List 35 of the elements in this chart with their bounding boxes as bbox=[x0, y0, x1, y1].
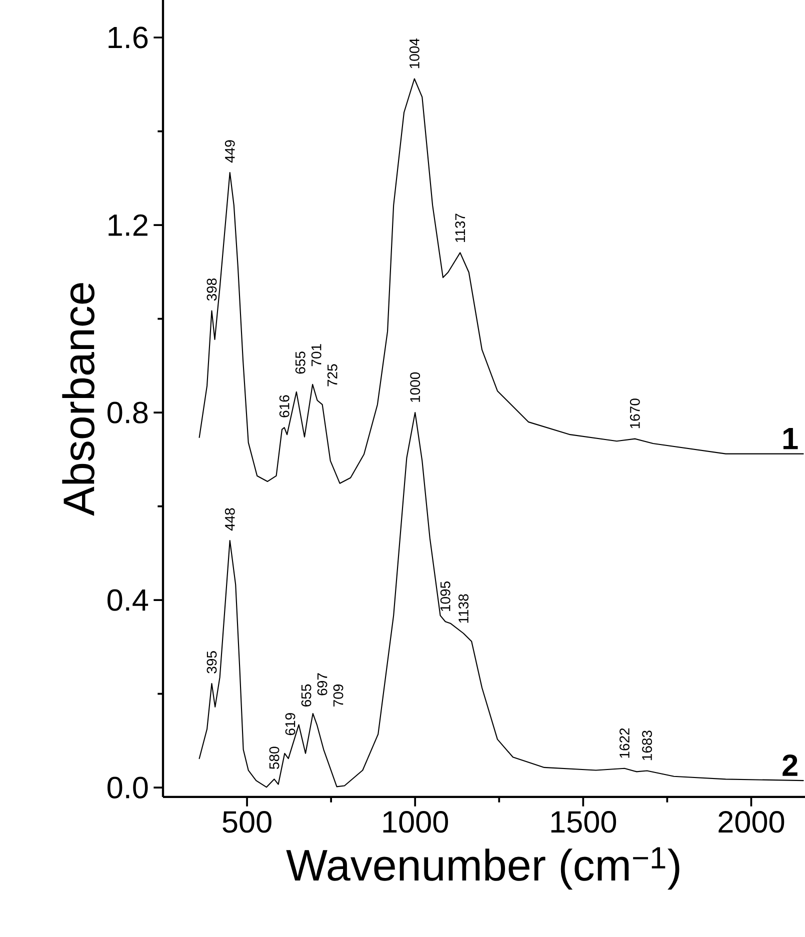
line-series bbox=[198, 78, 804, 484]
annotation: 1670 bbox=[630, 398, 640, 428]
annotation: 1683 bbox=[642, 730, 652, 760]
annotation: 616 bbox=[279, 395, 290, 418]
annotation: 701 bbox=[311, 344, 322, 366]
annotation: 1095 bbox=[440, 582, 450, 611]
annotation: 725 bbox=[327, 364, 338, 386]
annotation: 580 bbox=[269, 746, 280, 770]
annotation: 395 bbox=[206, 651, 217, 674]
y-tick-label: 1.2 bbox=[108, 214, 148, 236]
annotation: 697 bbox=[317, 673, 328, 696]
y-tick-label: 0.8 bbox=[108, 402, 148, 424]
annotation: 619 bbox=[285, 713, 296, 736]
annotation: 1004 bbox=[409, 38, 420, 68]
annotation: 655 bbox=[295, 352, 306, 374]
annotation: 1138 bbox=[458, 594, 468, 623]
annotation: 448 bbox=[224, 508, 235, 531]
x-tick-label: 500 bbox=[222, 811, 272, 833]
x-tick-label: 1500 bbox=[551, 811, 616, 833]
annotation: 655 bbox=[301, 684, 312, 706]
x-axis-title: Wavenumber (cm$^{−1}$) bbox=[286, 847, 680, 890]
y-tick-label: 0.0 bbox=[108, 776, 148, 798]
annotation: 709 bbox=[333, 684, 344, 706]
annotation: 1137 bbox=[455, 214, 466, 242]
y-tick-label: 1.6 bbox=[108, 26, 148, 48]
x-tick-label: 2000 bbox=[718, 811, 784, 833]
y-tick-label: 0.4 bbox=[108, 589, 148, 611]
annotation: 1000 bbox=[410, 372, 420, 402]
x-tick-label: 1000 bbox=[383, 811, 448, 833]
series-label: 1 bbox=[783, 428, 798, 450]
annotation: 398 bbox=[206, 278, 217, 301]
annotation: 1622 bbox=[620, 728, 630, 758]
annotation: 449 bbox=[224, 140, 235, 163]
y-axis-title: Absorbance bbox=[62, 283, 95, 516]
series-label: 2 bbox=[782, 754, 798, 776]
